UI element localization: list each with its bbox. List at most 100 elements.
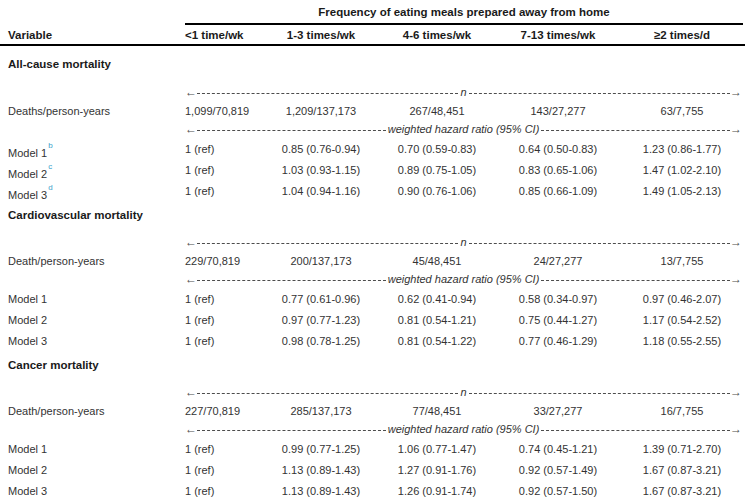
dashed-line (541, 430, 730, 431)
hazard-ratio-cell: 1.67 (0.87-3.21) (619, 484, 745, 499)
whr-span-label: weighted hazard ratio (95% CI) (386, 273, 542, 286)
hazard-ratio-cell: 1.13 (0.89-1.43) (265, 484, 377, 499)
hazard-ratio-cell: 0.77 (0.61-0.96) (265, 292, 377, 307)
hazard-ratio-cell: 1.26 (0.91-1.74) (377, 484, 497, 499)
hazard-ratio-cell: 1.13 (0.89-1.43) (265, 463, 377, 478)
hazard-ratio-cell: 0.74 (0.45-1.21) (497, 442, 619, 457)
hazard-ratio-cell: 1 (ref) (185, 142, 265, 161)
hazard-ratio-cell: 1 (ref) (185, 442, 265, 457)
n-span-label: n (458, 386, 468, 399)
hazard-ratio-cell: 0.83 (0.65-1.06) (497, 163, 619, 182)
footnote-marker: b (48, 141, 52, 150)
hazard-ratio-cell: 1.27 (0.91-1.76) (377, 463, 497, 478)
deaths-cell: 1,099/70,819 (185, 104, 265, 118)
dashed-line (469, 393, 730, 394)
left-arrow-icon: ← (185, 273, 197, 285)
n-span-row: ← n → (185, 86, 742, 99)
hazard-ratio-cell: 1 (ref) (185, 163, 265, 182)
hazard-ratio-cell: 0.70 (0.59-0.83) (377, 142, 497, 161)
hazard-ratio-cell: 1 (ref) (185, 484, 265, 499)
row-label: Death/person-years (0, 404, 185, 418)
hazard-ratio-cell: 1 (ref) (185, 313, 265, 328)
dashed-line (197, 93, 458, 94)
deaths-row: Death/person-years 227/70,819 285/137,17… (0, 404, 745, 418)
left-arrow-icon: ← (185, 423, 197, 435)
hazard-ratio-cell: 0.85 (0.76-0.94) (265, 142, 377, 161)
hazard-ratio-cell: 0.92 (0.57-1.49) (497, 463, 619, 478)
right-arrow-icon: → (730, 123, 742, 135)
row-label: Death/person-years (0, 254, 185, 268)
dashed-line (197, 243, 458, 244)
section-title-cardiovascular: Cardiovascular mortality (8, 208, 745, 222)
hazard-ratio-cell: 1 (ref) (185, 463, 265, 478)
right-arrow-icon: → (730, 386, 742, 398)
section-title-cancer: Cancer mortality (8, 358, 745, 372)
model-row: Model 3 1 (ref) 1.13 (0.89-1.43) 1.26 (0… (0, 484, 745, 499)
deaths-cell: 267/48,451 (377, 104, 497, 118)
deaths-cell: 63/7,755 (619, 104, 745, 118)
hazard-ratio-cell: 0.62 (0.41-0.94) (377, 292, 497, 307)
hazard-ratio-cell: 1 (ref) (185, 292, 265, 307)
column-header-row: Variable <1 time/wk 1-3 times/wk 4-6 tim… (0, 25, 745, 46)
left-arrow-icon: ← (185, 386, 197, 398)
hazard-ratio-cell: 1.23 (0.86-1.77) (619, 142, 745, 161)
hazard-ratio-cell: 1.49 (1.05-2.13) (619, 184, 745, 203)
column-header-4-6: 4-6 times/wk (377, 27, 497, 44)
dashed-line (197, 280, 386, 281)
hazard-ratio-cell: 1.39 (0.71-2.70) (619, 442, 745, 457)
deaths-cell: 1,209/137,173 (265, 104, 377, 118)
left-arrow-icon: ← (185, 123, 197, 135)
row-label: Model 2 (0, 463, 185, 478)
n-span-row: ← n → (185, 236, 742, 249)
model-row: Model 3d 1 (ref) 1.04 (0.94-1.16) 0.90 (… (0, 184, 745, 199)
deaths-row: Deaths/person-years 1,099/70,819 1,209/1… (0, 104, 745, 118)
whr-span-row: ← weighted hazard ratio (95% CI) → (185, 423, 742, 436)
hazard-ratio-cell: 0.98 (0.78-1.25) (265, 334, 377, 349)
row-label: Model 2 (0, 313, 185, 328)
deaths-cell: 33/27,277 (497, 404, 619, 418)
deaths-cell: 13/7,755 (619, 254, 745, 268)
right-arrow-icon: → (730, 86, 742, 98)
model-row: Model 2 1 (ref) 0.97 (0.77-1.23) 0.81 (0… (0, 313, 745, 328)
footnote-marker: c (48, 162, 52, 171)
deaths-cell: 143/27,277 (497, 104, 619, 118)
dashed-line (197, 393, 458, 394)
whr-span-label: weighted hazard ratio (95% CI) (386, 423, 542, 436)
hazard-ratio-cell: 0.89 (0.75-1.05) (377, 163, 497, 182)
row-label: Model 3d (0, 184, 185, 203)
column-header-lt1: <1 time/wk (185, 27, 265, 44)
hazard-ratio-cell: 0.99 (0.77-1.25) (265, 442, 377, 457)
table-spanner-title: Frequency of eating meals prepared away … (185, 5, 743, 25)
dashed-line (197, 130, 386, 131)
dashed-line (541, 280, 730, 281)
right-arrow-icon: → (730, 236, 742, 248)
model-row: Model 3 1 (ref) 0.98 (0.78-1.25) 0.81 (0… (0, 334, 745, 349)
n-span-label: n (458, 236, 468, 249)
right-arrow-icon: → (730, 273, 742, 285)
section-title-all-cause: All-cause mortality (8, 57, 745, 71)
row-label: Model 1 (0, 292, 185, 307)
dashed-line (469, 93, 730, 94)
deaths-cell: 45/48,451 (377, 254, 497, 268)
row-label: Deaths/person-years (0, 104, 185, 118)
left-arrow-icon: ← (185, 236, 197, 248)
dashed-line (469, 243, 730, 244)
deaths-cell: 16/7,755 (619, 404, 745, 418)
hazard-ratio-cell: 0.81 (0.54-1.22) (377, 334, 497, 349)
hazard-ratio-cell: 0.77 (0.46-1.29) (497, 334, 619, 349)
deaths-cell: 285/137,173 (265, 404, 377, 418)
deaths-cell: 77/48,451 (377, 404, 497, 418)
hazard-ratio-cell: 1.18 (0.55-2.55) (619, 334, 745, 349)
deaths-cell: 200/137,173 (265, 254, 377, 268)
hazard-ratio-cell: 1 (ref) (185, 334, 265, 349)
hazard-ratio-cell: 0.92 (0.57-1.50) (497, 484, 619, 499)
n-span-label: n (458, 86, 468, 99)
hazard-ratio-cell: 1.47 (1.02-2.10) (619, 163, 745, 182)
whr-span-row: ← weighted hazard ratio (95% CI) → (185, 123, 742, 136)
hazard-ratio-cell: 1.17 (0.54-2.52) (619, 313, 745, 328)
hazard-ratio-cell: 1.67 (0.87-3.21) (619, 463, 745, 478)
model-row: Model 1 1 (ref) 0.77 (0.61-0.96) 0.62 (0… (0, 292, 745, 307)
deaths-cell: 24/27,277 (497, 254, 619, 268)
footnote-marker: d (48, 183, 52, 192)
row-label: Model 1 (0, 442, 185, 457)
